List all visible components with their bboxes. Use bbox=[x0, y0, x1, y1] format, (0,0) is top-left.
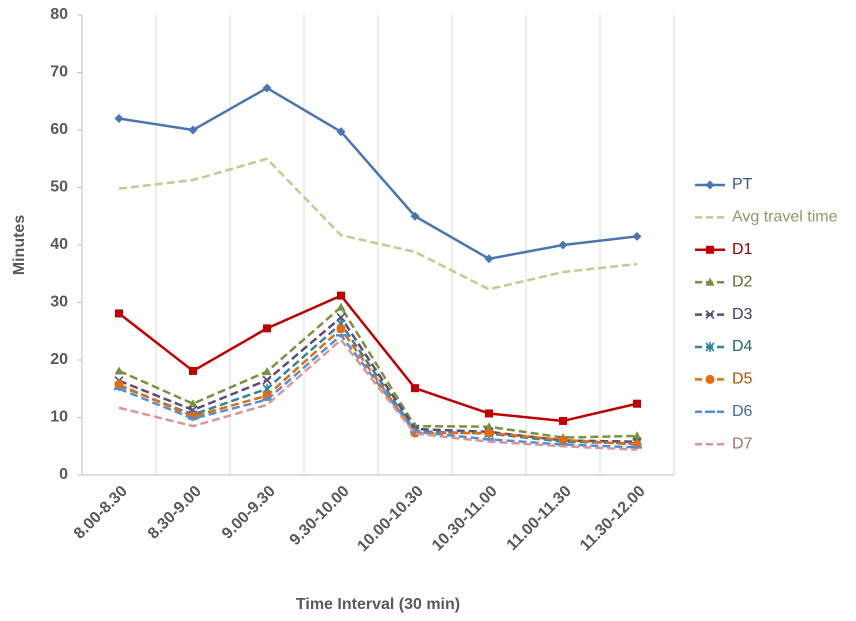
x-tick-label: 10.30-11.00 bbox=[429, 483, 501, 555]
marker bbox=[262, 375, 272, 385]
marker bbox=[189, 366, 197, 375]
y-tick-label: 80 bbox=[50, 6, 68, 23]
x-tick-label: 8.00-8.30 bbox=[71, 483, 131, 543]
marker bbox=[114, 114, 124, 123]
y-tick-label: 30 bbox=[50, 294, 68, 311]
legend-label: D2 bbox=[732, 273, 753, 290]
series bbox=[115, 291, 641, 425]
legend-label: D1 bbox=[732, 241, 753, 258]
legend-label: Avg travel time bbox=[732, 209, 838, 226]
legend-label: D6 bbox=[732, 403, 753, 420]
series-line bbox=[118, 322, 638, 445]
y-tick-label: 70 bbox=[50, 64, 68, 81]
marker bbox=[705, 310, 715, 320]
series-line bbox=[118, 86, 638, 261]
marker bbox=[705, 374, 715, 384]
y-tick-label: 40 bbox=[50, 236, 68, 253]
series bbox=[114, 83, 642, 264]
x-tick-label: 10.00-10.30 bbox=[354, 483, 426, 555]
x-tick-label: 9.30-10.00 bbox=[287, 483, 353, 549]
x-axis-title: Time Interval (30 min) bbox=[296, 596, 460, 613]
series-line bbox=[118, 157, 638, 291]
marker bbox=[262, 83, 272, 93]
series-line bbox=[118, 338, 638, 451]
marker bbox=[706, 245, 714, 254]
x-tick-label: 11.00-11.30 bbox=[504, 483, 575, 554]
marker bbox=[485, 409, 493, 418]
marker bbox=[559, 416, 567, 425]
y-tick-label: 10 bbox=[50, 409, 68, 426]
x-tick-label: 9.00-9.30 bbox=[219, 483, 279, 543]
marker bbox=[114, 380, 124, 390]
marker bbox=[188, 125, 198, 135]
legend-label: D7 bbox=[732, 435, 753, 452]
marker bbox=[336, 302, 346, 311]
legend-label: PT bbox=[732, 176, 753, 193]
marker bbox=[632, 431, 642, 440]
marker bbox=[633, 399, 641, 408]
marker bbox=[410, 211, 420, 221]
marker bbox=[336, 324, 346, 334]
marker bbox=[337, 291, 345, 300]
marker bbox=[263, 324, 271, 333]
series bbox=[118, 157, 638, 291]
marker bbox=[484, 428, 494, 438]
marker bbox=[484, 254, 494, 264]
marker bbox=[705, 180, 715, 190]
legend-label: D3 bbox=[732, 306, 753, 323]
marker bbox=[632, 231, 642, 241]
legend-label: D4 bbox=[732, 338, 753, 355]
marker bbox=[484, 422, 494, 431]
y-tick-label: 50 bbox=[50, 179, 68, 196]
x-tick-label: 11.30-12.00 bbox=[577, 483, 649, 555]
legend-label: D5 bbox=[732, 371, 753, 388]
series bbox=[118, 338, 638, 451]
series-line bbox=[118, 294, 638, 423]
marker bbox=[188, 399, 198, 408]
y-tick-label: 60 bbox=[50, 121, 68, 138]
y-axis-title: Minutes bbox=[11, 215, 28, 276]
y-tick-label: 20 bbox=[50, 351, 68, 368]
marker bbox=[705, 277, 715, 286]
marker bbox=[262, 367, 272, 376]
series bbox=[114, 334, 642, 449]
marker bbox=[705, 342, 715, 352]
series-line bbox=[118, 327, 638, 446]
series-line bbox=[118, 334, 638, 449]
marker bbox=[558, 240, 568, 250]
marker bbox=[411, 384, 419, 393]
x-tick-label: 8.30-9.00 bbox=[145, 483, 205, 543]
y-tick-label: 0 bbox=[59, 466, 68, 483]
series-line bbox=[118, 305, 638, 439]
marker bbox=[336, 127, 346, 137]
marker bbox=[558, 435, 568, 445]
marker bbox=[115, 309, 123, 318]
marker bbox=[114, 366, 124, 375]
